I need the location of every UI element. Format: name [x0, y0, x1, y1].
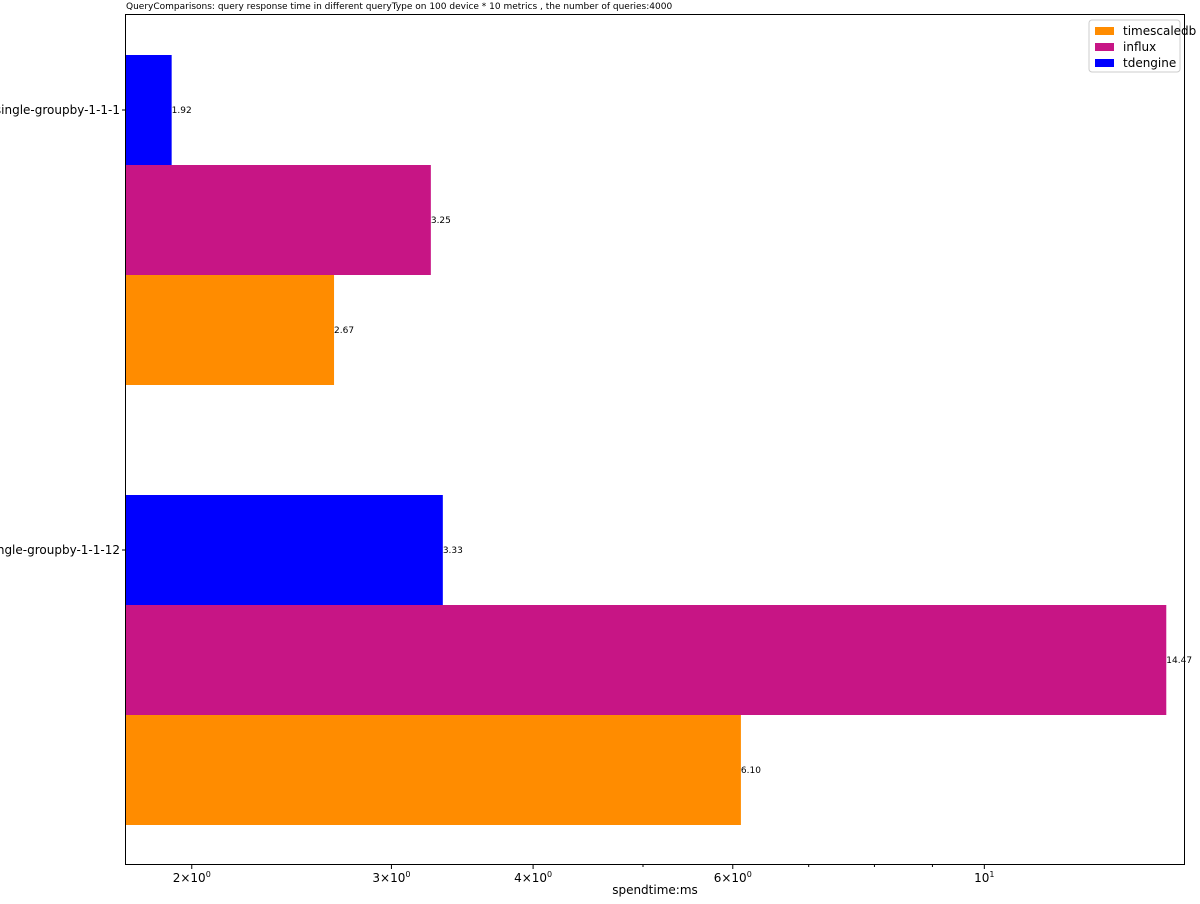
bars-group [126, 55, 1167, 825]
x-axis: 2×100 3×100 4×100 6×100 101 [173, 864, 995, 885]
bar-labels-group: 1.92 3.25 2.67 3.33 14.47 6.10 [172, 106, 1192, 776]
bar-influx-single-groupby-1-1-1 [126, 165, 431, 275]
bar-label-timescaledb-single-groupby-1-1-1: 2.67 [334, 326, 354, 336]
bar-tdengine-single-groupby-1-1-12 [126, 495, 443, 605]
bar-label-timescaledb-single-groupby-1-1-12: 6.10 [741, 766, 761, 776]
y-tick-label-single-groupby-1-1-1: single-groupby-1-1-1 [0, 103, 120, 117]
legend-label-timescaledb: timescaledb [1123, 24, 1196, 38]
legend-swatch-influx [1095, 43, 1114, 51]
legend-swatch-timescaledb [1095, 27, 1114, 35]
chart-title: QueryComparisons: query response time in… [126, 2, 673, 12]
x-tick-label-3: 3×100 [372, 870, 410, 885]
bar-tdengine-single-groupby-1-1-1 [126, 55, 172, 165]
bar-label-tdengine-single-groupby-1-1-12: 3.33 [443, 546, 463, 556]
bar-label-tdengine-single-groupby-1-1-1: 1.92 [172, 106, 192, 116]
y-axis: single-groupby-1-1-1 single-groupby-1-1-1… [0, 103, 126, 557]
plot-frame [125, 14, 1185, 865]
x-tick-label-2: 2×100 [173, 870, 211, 885]
x-axis-label: spendtime:ms [612, 883, 698, 897]
legend-label-influx: influx [1123, 40, 1156, 54]
bar-timescaledb-single-groupby-1-1-12 [126, 715, 741, 825]
bar-timescaledb-single-groupby-1-1-1 [126, 275, 335, 385]
legend-swatch-tdengine [1095, 59, 1114, 67]
y-tick-label-single-groupby-1-1-12: single-groupby-1-1-12 [0, 543, 120, 557]
legend-label-tdengine: tdengine [1123, 56, 1176, 70]
x-tick-label-10: 101 [974, 870, 994, 885]
legend: timescaledb influx tdengine [1088, 19, 1196, 73]
bar-label-influx-single-groupby-1-1-1: 3.25 [431, 216, 451, 226]
bar-label-influx-single-groupby-1-1-12: 14.47 [1166, 656, 1192, 666]
x-tick-label-6: 6×100 [714, 870, 752, 885]
bar-influx-single-groupby-1-1-12 [126, 605, 1167, 715]
x-tick-label-4: 4×100 [514, 870, 552, 885]
